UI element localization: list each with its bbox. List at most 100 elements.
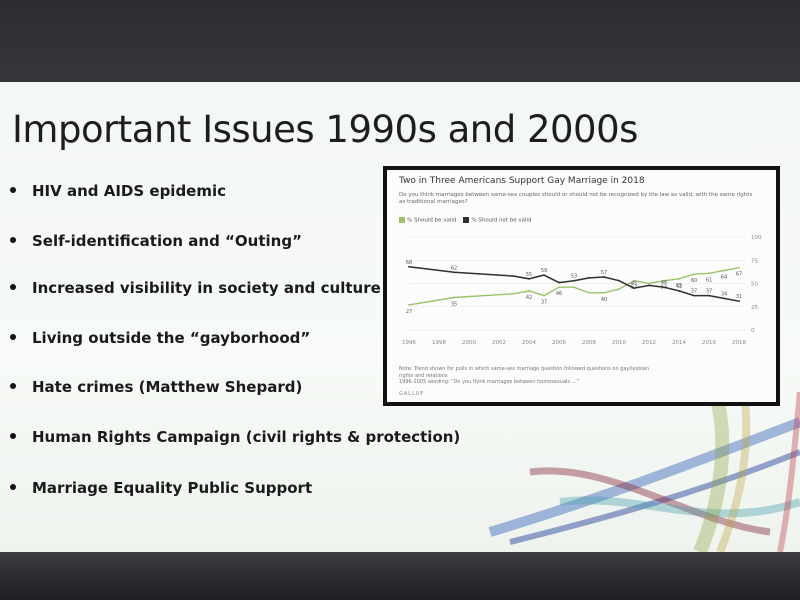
data-point [618, 279, 620, 282]
data-point [573, 279, 575, 282]
data-point [558, 281, 560, 284]
chart-note: Note: Trend shown for polls in which sam… [399, 366, 719, 386]
legend-label-not-valid: % Should not be valid [471, 217, 532, 224]
data-point [603, 276, 605, 278]
data-point [408, 303, 410, 306]
data-point [708, 272, 710, 275]
data-label: 62 [451, 265, 457, 271]
data-label: 57 [601, 270, 607, 276]
bullet-item: Self-identification and “Outing” [10, 232, 302, 250]
data-point [528, 277, 530, 280]
series-line-should-be-valid [408, 267, 740, 306]
data-point [633, 287, 635, 290]
data-label: 68 [406, 260, 412, 266]
presentation-slide: Important Issues 1990s and 2000s HIV and… [0, 82, 800, 552]
gallup-chart: Two in Three Americans Support Gay Marri… [387, 170, 776, 402]
data-label: 37 [706, 289, 712, 295]
data-point [453, 271, 455, 274]
room-wall-top [0, 0, 800, 82]
data-point [738, 266, 740, 269]
data-point [693, 294, 695, 297]
x-tick-label: 2016 [702, 340, 716, 346]
x-tick-label: 2018 [732, 340, 746, 346]
data-label: 67 [736, 272, 742, 278]
bullet-text: Living outside the “gayborhood” [32, 329, 311, 347]
bullet-dot [10, 432, 16, 439]
note-line: 1996-2005 wording: “Do you think marriag… [399, 379, 579, 385]
data-label: 37 [691, 289, 697, 295]
bullet-text: Hate crimes (Matthew Shepard) [32, 378, 303, 396]
bullet-item: Hate crimes (Matthew Shepard) [10, 378, 302, 396]
decorative-swoosh [488, 389, 800, 552]
legend-swatch-not-valid [463, 217, 470, 223]
y-tick-label: 25 [751, 305, 758, 311]
data-label: 64 [721, 274, 727, 280]
data-point [723, 269, 725, 272]
bullet-item: Marriage Equality Public Support [10, 479, 312, 497]
chart-source: GALLUP [399, 391, 425, 397]
data-point [648, 284, 650, 287]
data-label: 59 [541, 268, 547, 274]
data-point [543, 294, 545, 297]
data-label: 37 [541, 300, 547, 306]
data-point [543, 274, 545, 277]
bullet-text: Self-identification and “Outing” [32, 232, 302, 250]
data-label: 34 [721, 291, 727, 297]
slide-title: Important Issues 1990s and 2000s [12, 108, 638, 151]
data-label: 55 [526, 272, 532, 278]
data-label: 60 [691, 278, 697, 284]
x-tick-label: 2014 [672, 340, 686, 346]
bullet-item: Increased visibility in society and cult… [10, 279, 381, 297]
data-point [738, 300, 740, 303]
bullet-text: Human Rights Campaign (civil rights & pr… [32, 428, 461, 446]
line-chart: 0 25 50 75 100 1996 1998 2000 2002 2004 2006 2008 20… [402, 235, 762, 346]
data-point [648, 282, 650, 285]
data-point [678, 277, 680, 280]
data-point [663, 279, 665, 282]
series-line-should-not-be-valid [408, 266, 740, 302]
data-point [678, 290, 680, 292]
data-point [633, 279, 635, 282]
data-label: 42 [526, 295, 532, 301]
x-tick-label: 2006 [552, 340, 566, 346]
data-point [663, 286, 665, 289]
room-wall-bottom [0, 552, 800, 600]
bullet-dot [10, 333, 16, 340]
data-label: 27 [406, 309, 412, 315]
bullet-text: Increased visibility in society and cult… [32, 279, 381, 297]
data-label: 40 [601, 297, 607, 303]
data-label: 42 [676, 284, 682, 290]
data-label: 45 [631, 281, 637, 287]
bullet-text: Marriage Equality Public Support [32, 479, 313, 497]
bullet-dot [10, 382, 16, 389]
data-label: 53 [571, 274, 577, 280]
bullet-text: HIV and AIDS epidemic [32, 182, 227, 200]
data-point [513, 292, 515, 295]
bullet-dot [10, 283, 16, 290]
data-point [513, 275, 515, 277]
chart-title: Two in Three Americans Support Gay Marri… [399, 176, 645, 186]
data-label: 55 [676, 283, 682, 289]
x-tick-label: 2010 [612, 340, 626, 346]
data-label: 46 [661, 280, 667, 286]
data-point [558, 286, 560, 289]
data-point [588, 277, 590, 279]
bullet-item: Living outside the “gayborhood” [10, 329, 310, 347]
y-tick-label: 75 [751, 258, 758, 264]
data-point [618, 288, 620, 290]
x-tick-label: 2008 [582, 340, 596, 346]
data-point [453, 296, 455, 299]
bullet-dot [10, 236, 16, 243]
x-tick-label: 2012 [642, 340, 656, 346]
x-tick-label: 1998 [432, 340, 446, 346]
chart-frame: Two in Three Americans Support Gay Marri… [383, 166, 780, 406]
data-label: 35 [451, 301, 457, 307]
chart-subtitle: Do you think marriages between same-sex … [399, 192, 753, 205]
x-tick-label: 2004 [522, 340, 536, 346]
legend-swatch-valid [399, 217, 405, 223]
bullet-item: Human Rights Campaign (civil rights & pr… [10, 428, 460, 446]
data-point [723, 297, 725, 300]
y-tick-label: 0 [751, 328, 755, 334]
x-tick-label: 2002 [492, 340, 506, 346]
bullet-dot [10, 186, 16, 193]
